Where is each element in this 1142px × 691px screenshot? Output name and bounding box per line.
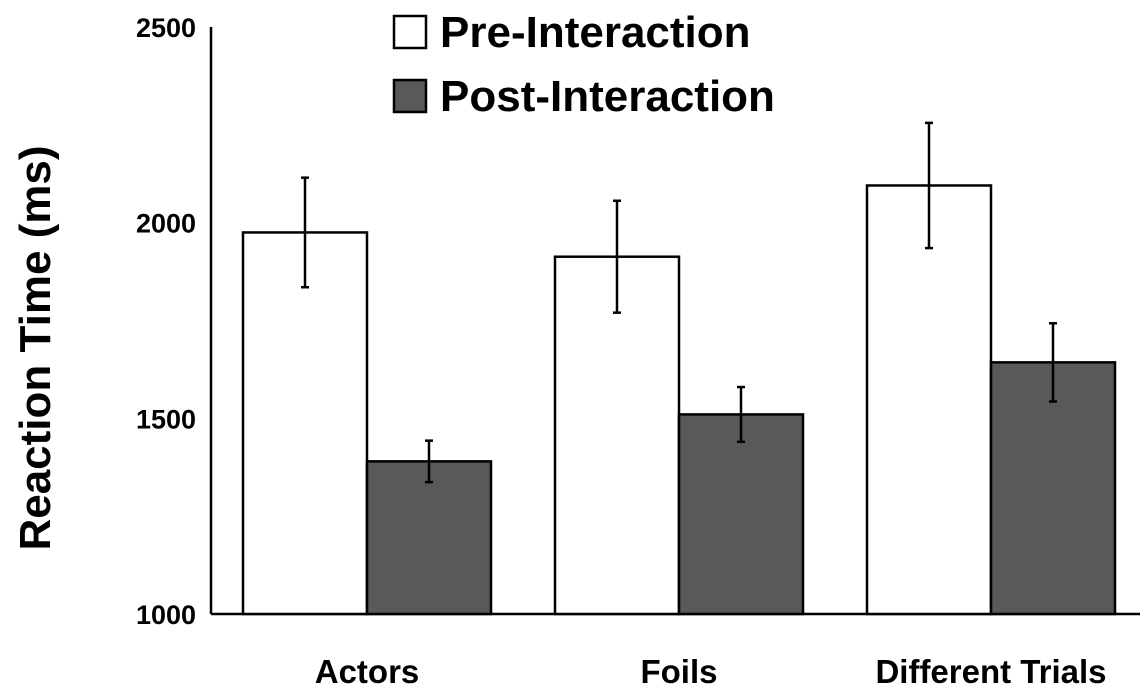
legend-label-pre-interaction: Pre-Interaction (440, 8, 751, 57)
category-labels: Actors Foils Different Trials (315, 653, 1107, 690)
bar-post-interaction-foils (677, 413, 805, 616)
x-category-label: Different Trials (875, 653, 1106, 690)
y-tick-label: 2500 (136, 13, 196, 43)
bars (241, 184, 1117, 616)
bar-post-interaction-actors (365, 460, 493, 616)
legend-swatch-post-interaction (392, 78, 428, 114)
y-tick-label: 1500 (136, 404, 196, 434)
bar-pre-interaction-different-trials (865, 184, 993, 616)
legend-swatch-pre-interaction (392, 14, 428, 50)
y-tick-label: 1000 (136, 600, 196, 630)
bar-pre-interaction-actors (241, 231, 369, 616)
bar-pre-interaction-foils (553, 255, 681, 616)
x-category-label: Foils (640, 653, 717, 690)
legend-label-post-interaction: Post-Interaction (440, 72, 775, 121)
y-tick-label: 2000 (136, 209, 196, 239)
legend: Pre-Interaction Post-Interaction (392, 8, 775, 121)
x-category-label: Actors (315, 653, 420, 690)
y-tick-labels: 1000 1500 2000 2500 (136, 13, 196, 630)
error-bars (301, 121, 1057, 484)
y-axis-title: Reaction Time (ms) (11, 145, 60, 550)
